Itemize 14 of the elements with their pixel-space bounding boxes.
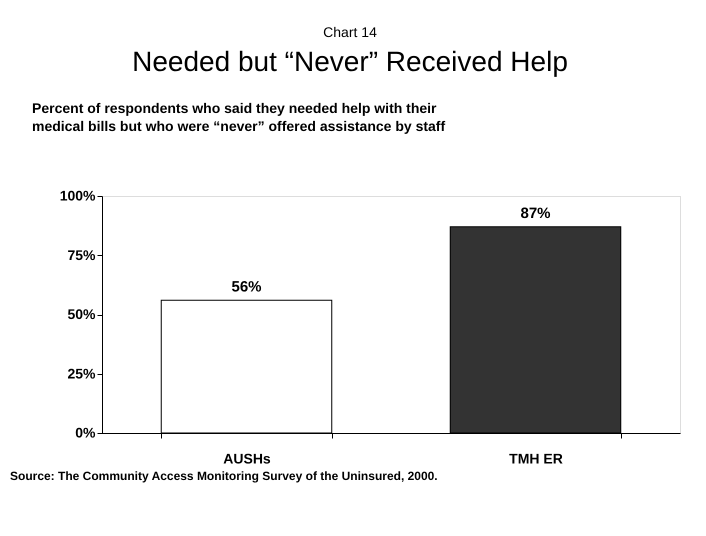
data-label: 56% [231,278,262,296]
chart-title: Needed but “Never” Received Help [132,46,568,77]
text: Percent of respondents who said they needed help with their [32,100,437,116]
x-tick-label: TMH ER [509,450,563,466]
caption: Chart 14 [323,24,378,40]
y-tick-label: 50% [67,306,96,322]
source-note: Source: The Community Access Monitoring Survey of the Uninsured, 2000. [10,469,438,483]
x-tick-label: AUSHs [223,450,271,466]
y-tick-label: 25% [67,365,96,382]
text: medical bills but who were “never” offered assistance by staff [32,118,446,134]
y-tick-label: 100% [60,188,96,204]
y-tick-label: 0% [75,424,96,440]
data-label: 87% [520,204,551,222]
y-tick-label: 75% [67,246,96,263]
